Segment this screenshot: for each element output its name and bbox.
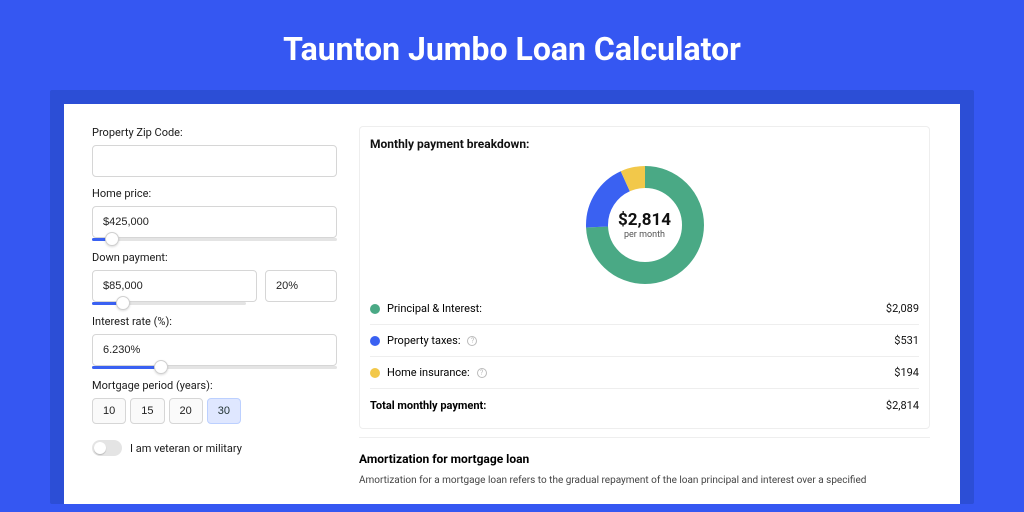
- interest-slider-thumb[interactable]: [154, 360, 168, 374]
- period-option-10[interactable]: 10: [92, 398, 126, 424]
- veteran-toggle[interactable]: [92, 440, 122, 456]
- zip-label: Property Zip Code:: [92, 126, 337, 139]
- breakdown-label: Principal & Interest:: [387, 302, 482, 315]
- breakdown-title: Monthly payment breakdown:: [370, 137, 919, 151]
- home-price-slider-thumb[interactable]: [105, 232, 119, 246]
- breakdown-label: Home insurance:: [387, 366, 470, 379]
- donut-center-value: $2,814: [618, 210, 671, 230]
- down-payment-input[interactable]: [92, 270, 257, 302]
- down-payment-label: Down payment:: [92, 251, 337, 264]
- interest-label: Interest rate (%):: [92, 315, 337, 328]
- breakdown-value: $2,089: [886, 302, 919, 315]
- donut-center-sub: per month: [624, 230, 665, 240]
- veteran-label: I am veteran or military: [130, 442, 242, 455]
- down-payment-pct-input[interactable]: [265, 270, 337, 302]
- period-label: Mortgage period (years):: [92, 379, 337, 392]
- calculator-card: Property Zip Code: Home price: Down paym…: [64, 104, 960, 504]
- page-title: Taunton Jumbo Loan Calculator: [50, 30, 974, 68]
- legend-dot: [370, 336, 380, 346]
- zip-field: Property Zip Code:: [92, 126, 337, 177]
- breakdown-row: Property taxes:? $531: [370, 324, 919, 356]
- home-price-slider[interactable]: [92, 238, 337, 241]
- form-panel: Property Zip Code: Home price: Down paym…: [64, 104, 359, 504]
- interest-input[interactable]: [92, 334, 337, 366]
- period-options: 10152030: [92, 398, 337, 424]
- down-payment-field: Down payment:: [92, 251, 337, 305]
- breakdown-panel: Monthly payment breakdown: $2,814 per mo…: [359, 104, 960, 504]
- breakdown-value: $194: [894, 366, 919, 379]
- breakdown-row: Home insurance:? $194: [370, 356, 919, 388]
- donut-center: $2,814 per month: [585, 165, 705, 285]
- legend-dot: [370, 368, 380, 378]
- amortization-section: Amortization for mortgage loan Amortizat…: [359, 437, 930, 488]
- chart-panel: Monthly payment breakdown: $2,814 per mo…: [359, 126, 930, 429]
- interest-field: Interest rate (%):: [92, 315, 337, 369]
- period-option-30[interactable]: 30: [207, 398, 241, 424]
- down-payment-slider-thumb[interactable]: [116, 296, 130, 310]
- interest-slider-fill: [92, 366, 161, 369]
- legend-dot: [370, 304, 380, 314]
- total-value: $2,814: [886, 399, 919, 412]
- donut-area: $2,814 per month: [370, 159, 919, 293]
- breakdown-rows: Principal & Interest: $2,089 Property taxe…: [370, 293, 919, 388]
- home-price-label: Home price:: [92, 187, 337, 200]
- period-field: Mortgage period (years): 10152030: [92, 379, 337, 424]
- total-row: Total monthly payment: $2,814: [370, 388, 919, 422]
- breakdown-value: $531: [894, 334, 919, 347]
- amortization-text: Amortization for a mortgage loan refers …: [359, 474, 930, 488]
- breakdown-label: Property taxes:: [387, 334, 460, 347]
- card-shadow: Property Zip Code: Home price: Down paym…: [50, 90, 974, 504]
- down-payment-slider[interactable]: [92, 302, 246, 305]
- amortization-title: Amortization for mortgage loan: [359, 452, 930, 466]
- veteran-row: I am veteran or military: [92, 440, 337, 456]
- period-option-15[interactable]: 15: [130, 398, 164, 424]
- breakdown-row: Principal & Interest: $2,089: [370, 293, 919, 324]
- total-label: Total monthly payment:: [370, 399, 486, 412]
- period-option-20[interactable]: 20: [169, 398, 203, 424]
- interest-slider[interactable]: [92, 366, 337, 369]
- home-price-field: Home price:: [92, 187, 337, 241]
- home-price-input[interactable]: [92, 206, 337, 238]
- zip-input[interactable]: [92, 145, 337, 177]
- donut-chart: $2,814 per month: [585, 165, 705, 285]
- veteran-toggle-knob: [94, 442, 106, 454]
- info-icon[interactable]: ?: [477, 368, 487, 378]
- info-icon[interactable]: ?: [467, 336, 477, 346]
